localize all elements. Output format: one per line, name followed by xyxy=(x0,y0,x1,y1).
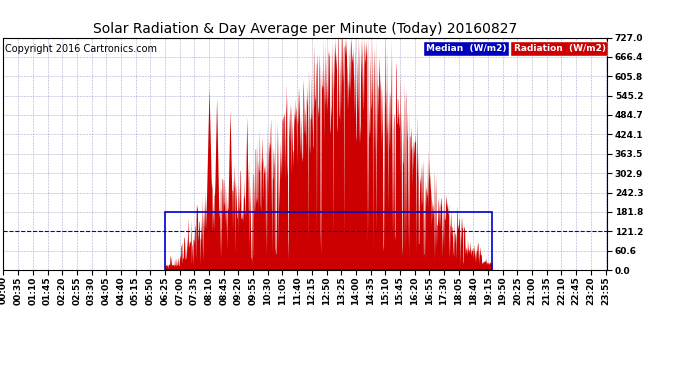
Bar xyxy=(165,212,492,270)
Text: Copyright 2016 Cartronics.com: Copyright 2016 Cartronics.com xyxy=(5,45,157,54)
Text: Median  (W/m2): Median (W/m2) xyxy=(426,45,506,54)
Title: Solar Radiation & Day Average per Minute (Today) 20160827: Solar Radiation & Day Average per Minute… xyxy=(93,22,518,36)
Text: Radiation  (W/m2): Radiation (W/m2) xyxy=(513,45,606,54)
